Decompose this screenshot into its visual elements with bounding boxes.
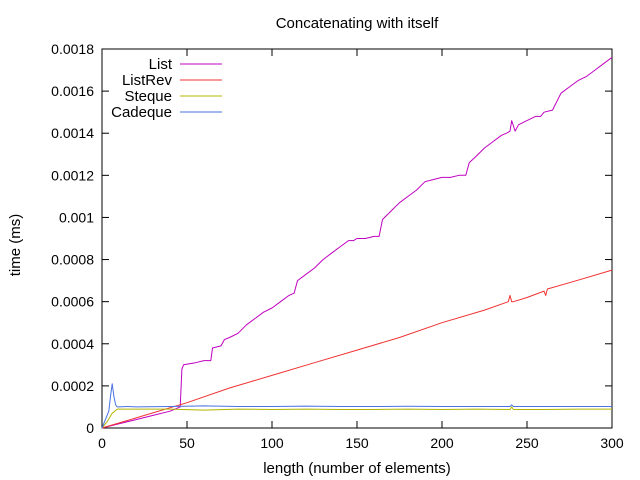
series-line-cadeque [101, 383, 612, 429]
legend-label-cadeque: Cadeque [111, 104, 172, 121]
y-tick-label: 0.001 [59, 209, 94, 225]
x-tick-label: 250 [515, 435, 539, 451]
series-line-steque [101, 406, 612, 429]
x-tick-label: 300 [600, 435, 624, 451]
y-tick-label: 0.0004 [51, 336, 94, 352]
y-tick-label: 0.0014 [51, 125, 94, 141]
y-tick-label: 0.0018 [51, 41, 94, 57]
x-tick-label: 0 [98, 435, 106, 451]
y-tick-label: 0.0006 [51, 294, 94, 310]
x-tick-label: 100 [260, 435, 284, 451]
chart-title: Concatenating with itself [276, 15, 439, 32]
x-tick-label: 50 [179, 435, 195, 451]
y-tick-label: 0.0002 [51, 378, 94, 394]
y-tick-label: 0.0012 [51, 167, 94, 183]
plot-area: 0 50 100 150 200 250 300 0 0.0002 0.0004 0.0006 0.0… [51, 41, 624, 451]
legend-label-listrev: ListRev [122, 72, 173, 89]
x-axis-label: length (number of elements) [263, 460, 451, 477]
y-tick-label: 0.0016 [51, 83, 94, 99]
series-line-list [101, 56, 613, 429]
legend-label-list: List [149, 56, 173, 73]
x-tick-label: 150 [345, 435, 369, 451]
y-axis-label: time (ms) [7, 214, 24, 277]
legend-label-steque: Steque [124, 88, 172, 105]
x-tick-label: 200 [430, 435, 454, 451]
y-tick-label: 0.0008 [51, 252, 94, 268]
y-tick-label: 0 [86, 420, 94, 436]
series-line-listrev [101, 269, 613, 429]
